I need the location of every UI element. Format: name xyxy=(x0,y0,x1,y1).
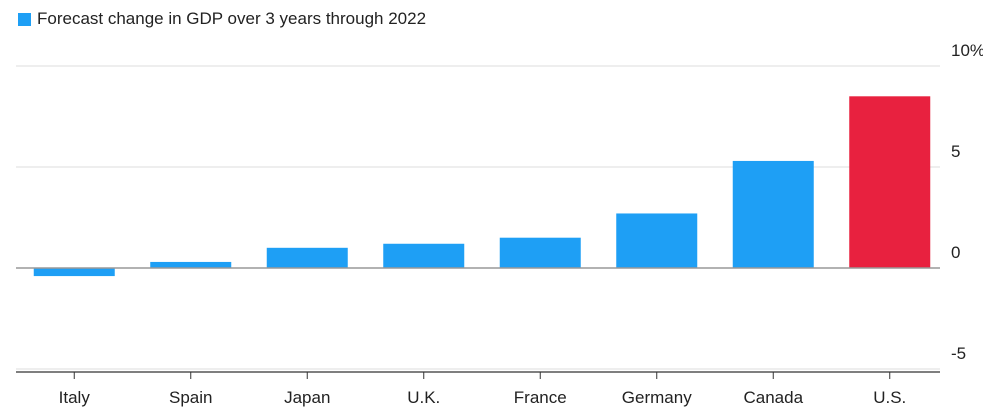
y-tick-label: 0 xyxy=(951,243,960,262)
x-tick-label: Canada xyxy=(743,388,803,407)
legend-swatch xyxy=(18,12,31,26)
bar-france xyxy=(499,237,581,268)
x-tick-label: Germany xyxy=(622,388,692,407)
bar-uk xyxy=(383,243,465,268)
x-tick-label: U.K. xyxy=(407,388,440,407)
x-tick-label: France xyxy=(514,388,567,407)
legend: Forecast change in GDP over 3 years thro… xyxy=(18,9,426,29)
x-tick-label: Spain xyxy=(169,388,212,407)
legend-label: Forecast change in GDP over 3 years thro… xyxy=(37,9,427,28)
y-tick-label: 5 xyxy=(951,142,960,161)
bar-spain xyxy=(150,261,232,268)
bar-us xyxy=(849,96,931,268)
bar-germany xyxy=(616,213,698,268)
x-tick-label: U.S. xyxy=(873,388,906,407)
bar-italy xyxy=(33,268,115,277)
bar-japan xyxy=(266,247,348,268)
x-tick-label: Japan xyxy=(284,388,330,407)
y-tick-label: -5 xyxy=(951,344,966,363)
bar-canada xyxy=(732,160,814,268)
y-tick-label: 10% xyxy=(951,41,983,60)
x-tick-label: Italy xyxy=(59,388,91,407)
